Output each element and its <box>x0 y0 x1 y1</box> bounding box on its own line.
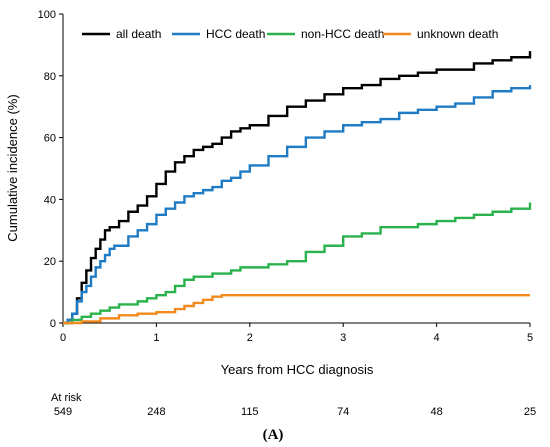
x-axis-ticks: 0 1 2 3 4 5 <box>60 323 533 344</box>
y-tick-label: 0 <box>50 318 56 330</box>
x-tick-label: 4 <box>434 332 440 344</box>
at-risk-label: At risk <box>51 392 82 404</box>
legend-label: unknown death <box>417 27 498 41</box>
series-line-unknown-death <box>63 293 530 325</box>
y-tick-label: 20 <box>44 256 56 268</box>
x-axis-title: Years from HCC diagnosis <box>221 362 374 377</box>
x-tick-label: 3 <box>340 332 346 344</box>
y-axis-ticks: 0 20 40 60 80 100 <box>38 9 63 330</box>
at-risk-value: 74 <box>337 406 349 418</box>
panel-label: (A) <box>263 427 284 443</box>
x-tick-label: 2 <box>247 332 253 344</box>
y-tick-label: 60 <box>44 133 56 145</box>
y-tick-label: 100 <box>38 9 56 21</box>
series-lines <box>63 51 532 325</box>
at-risk-table: At risk 549 248 115 74 48 25 <box>51 392 536 418</box>
legend: all death HCC death non-HCC death unknown d… <box>82 27 498 41</box>
legend-label: all death <box>116 27 161 41</box>
y-tick-label: 40 <box>44 194 56 206</box>
series-line-hcc-death <box>63 85 532 325</box>
at-risk-value: 115 <box>241 406 259 418</box>
legend-label: non-HCC death <box>301 27 384 41</box>
y-tick-label: 80 <box>44 71 56 83</box>
at-risk-value: 549 <box>54 406 72 418</box>
x-tick-label: 5 <box>527 332 533 344</box>
x-tick-label: 1 <box>153 332 159 344</box>
legend-label: HCC death <box>206 27 265 41</box>
at-risk-value: 248 <box>147 406 165 418</box>
y-axis-title: Cumulative incidence (%) <box>5 94 20 241</box>
series-line-all-death <box>63 51 532 325</box>
at-risk-value: 48 <box>430 406 442 418</box>
series-line-non-hcc-death <box>63 202 532 325</box>
at-risk-value: 25 <box>524 406 536 418</box>
x-tick-label: 0 <box>60 332 66 344</box>
